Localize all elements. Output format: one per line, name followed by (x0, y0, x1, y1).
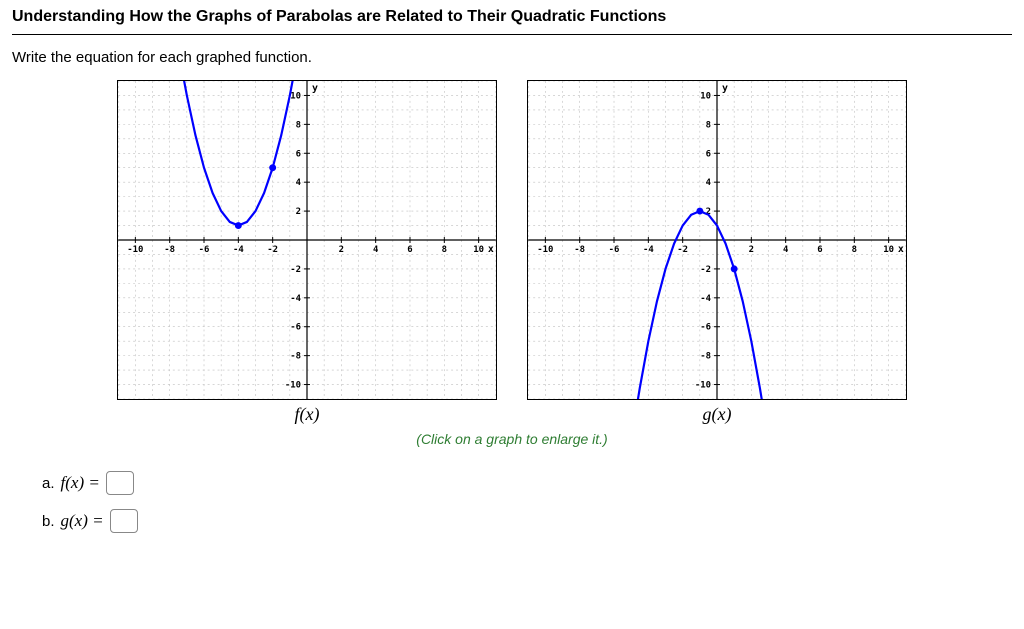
svg-text:2: 2 (339, 245, 344, 255)
answer-row-a: a. f(x) = (42, 471, 1012, 495)
answer-a-input[interactable] (106, 471, 134, 495)
answer-row-b: b. g(x) = (42, 509, 1012, 533)
svg-text:2: 2 (749, 245, 754, 255)
svg-text:-10: -10 (537, 245, 553, 255)
graph-g-container: -10-10-8-8-6-6-4-4-2-2224466881010xy g(x… (527, 80, 907, 425)
graph-f-container: -10 -10 -8 -8 -6 -6 -4 -4 -2 -2 2 2 4 4 6 6 8 8 10 10 x y f(x… (117, 80, 497, 425)
graph-f[interactable]: -10 -10 -8 -8 -6 -6 -4 -4 -2 -2 2 2 4 4 6 6 8 8 10 10 x y (117, 80, 497, 400)
svg-text:-2: -2 (267, 245, 278, 255)
answer-a-func-label: f(x) = (61, 473, 100, 493)
svg-text:10: 10 (883, 245, 894, 255)
svg-text:-8: -8 (574, 245, 585, 255)
svg-text:-8: -8 (164, 245, 175, 255)
answer-a-prefix: a. (42, 475, 55, 492)
svg-text:-10: -10 (285, 381, 301, 391)
enlarge-hint: (Click on a graph to enlarge it.) (12, 431, 1012, 447)
svg-text:-6: -6 (609, 245, 620, 255)
svg-text:x: x (488, 244, 494, 255)
svg-text:4: 4 (706, 178, 711, 188)
graphs-row: -10 -10 -8 -8 -6 -6 -4 -4 -2 -2 2 2 4 4 6 6 8 8 10 10 x y f(x… (12, 80, 1012, 425)
answer-b-func-label: g(x) = (61, 511, 104, 531)
answers-section: a. f(x) = b. g(x) = (12, 471, 1012, 533)
svg-text:4: 4 (373, 245, 378, 255)
svg-text:-6: -6 (199, 245, 210, 255)
instruction-text: Write the equation for each graphed func… (12, 49, 1012, 66)
svg-text:-10: -10 (695, 381, 711, 391)
svg-text:6: 6 (817, 245, 822, 255)
svg-text:10: 10 (700, 91, 711, 101)
svg-text:8: 8 (442, 245, 447, 255)
svg-text:-4: -4 (700, 294, 711, 304)
svg-text:6: 6 (296, 149, 301, 159)
svg-text:4: 4 (296, 178, 301, 188)
svg-text:-8: -8 (290, 352, 301, 362)
svg-text:-10: -10 (127, 245, 143, 255)
svg-text:2: 2 (296, 207, 301, 217)
svg-text:y: y (312, 83, 318, 94)
svg-text:-4: -4 (233, 245, 244, 255)
svg-text:-6: -6 (290, 323, 301, 333)
svg-text:8: 8 (706, 120, 711, 130)
graph-f-label: f(x) (295, 404, 320, 425)
svg-text:8: 8 (296, 120, 301, 130)
svg-text:y: y (722, 83, 728, 94)
svg-text:-4: -4 (290, 294, 301, 304)
svg-text:6: 6 (407, 245, 412, 255)
svg-text:4: 4 (783, 245, 788, 255)
divider (12, 34, 1012, 35)
svg-text:-6: -6 (700, 323, 711, 333)
answer-b-prefix: b. (42, 513, 55, 530)
answer-b-input[interactable] (110, 509, 138, 533)
svg-text:-8: -8 (700, 352, 711, 362)
svg-text:-2: -2 (700, 265, 711, 275)
svg-text:x: x (898, 244, 904, 255)
svg-text:-4: -4 (643, 245, 654, 255)
svg-text:-2: -2 (290, 265, 301, 275)
page-title: Understanding How the Graphs of Parabola… (12, 8, 1012, 30)
svg-text:6: 6 (706, 149, 711, 159)
svg-text:10: 10 (290, 91, 301, 101)
graph-g-label: g(x) (703, 404, 732, 425)
svg-text:-2: -2 (677, 245, 688, 255)
svg-text:8: 8 (852, 245, 857, 255)
svg-text:10: 10 (473, 245, 484, 255)
graph-g[interactable]: -10-10-8-8-6-6-4-4-2-2224466881010xy (527, 80, 907, 400)
